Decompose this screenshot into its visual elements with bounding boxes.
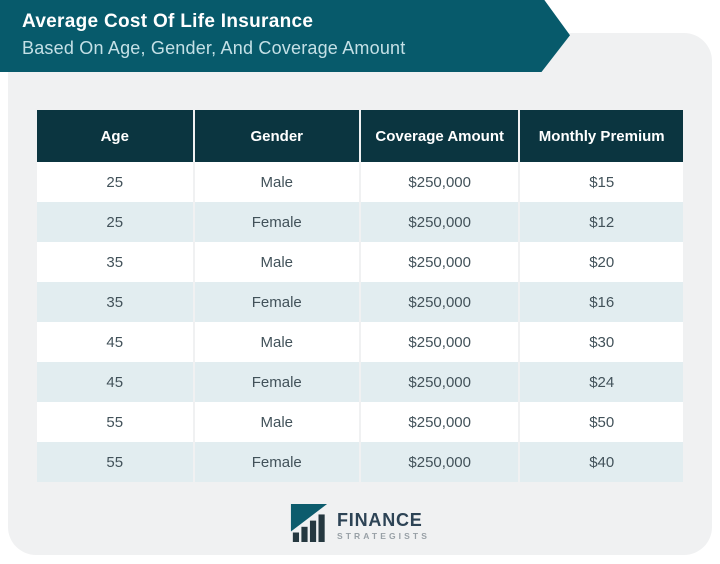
header-banner: Average Cost Of Life Insurance Based On …: [0, 0, 570, 72]
bar-chart-logo-icon: [290, 504, 328, 547]
table-cell: Female: [194, 362, 359, 402]
table-cell: 35: [37, 242, 193, 282]
table-cell: Female: [194, 442, 359, 482]
table-row: 35 Female $250,000 $16: [37, 282, 683, 322]
table-cell: $250,000: [360, 282, 519, 322]
table-cell: $250,000: [360, 402, 519, 442]
table-cell: $250,000: [360, 162, 519, 202]
column-header-age: Age: [37, 110, 193, 162]
table-cell: $250,000: [360, 202, 519, 242]
page-title: Average Cost Of Life Insurance: [22, 11, 314, 32]
table-row: 55 Female $250,000 $40: [37, 442, 683, 482]
table-row: 45 Female $250,000 $24: [37, 362, 683, 402]
table-cell: Male: [194, 162, 359, 202]
table-row: 55 Male $250,000 $50: [37, 402, 683, 442]
table-cell: 45: [37, 322, 193, 362]
insurance-premium-table: Age Gender Coverage Amount Monthly Premi…: [35, 110, 685, 482]
table-cell: Male: [194, 322, 359, 362]
table-cell: $250,000: [360, 242, 519, 282]
table-cell: 55: [37, 442, 193, 482]
table-cell: $250,000: [360, 362, 519, 402]
logo-wordmark: FINANCE STRATEGISTS: [337, 511, 430, 541]
table-header-row: Age Gender Coverage Amount Monthly Premi…: [37, 110, 683, 162]
table-cell: $20: [520, 242, 683, 282]
table-cell: $12: [520, 202, 683, 242]
table-cell: $15: [520, 162, 683, 202]
table-row: 25 Female $250,000 $12: [37, 202, 683, 242]
column-header-coverage-amount: Coverage Amount: [360, 110, 519, 162]
table-cell: $250,000: [360, 322, 519, 362]
table-cell: 55: [37, 402, 193, 442]
column-header-monthly-premium: Monthly Premium: [520, 110, 683, 162]
table-cell: Female: [194, 202, 359, 242]
logo-name: FINANCE: [337, 509, 423, 530]
table-row: 45 Male $250,000 $30: [37, 322, 683, 362]
page-subtitle: Based On Age, Gender, And Coverage Amoun…: [22, 38, 406, 58]
table-cell: 45: [37, 362, 193, 402]
table-cell: 25: [37, 202, 193, 242]
table-cell: Male: [194, 402, 359, 442]
table-cell: $16: [520, 282, 683, 322]
table-row: 35 Male $250,000 $20: [37, 242, 683, 282]
table-cell: Male: [194, 242, 359, 282]
column-header-gender: Gender: [194, 110, 359, 162]
table-cell: Female: [194, 282, 359, 322]
footer-logo: FINANCE STRATEGISTS: [8, 504, 712, 547]
table-cell: 25: [37, 162, 193, 202]
table-cell: $40: [520, 442, 683, 482]
table-cell: 35: [37, 282, 193, 322]
table-cell: $250,000: [360, 442, 519, 482]
table-cell: $24: [520, 362, 683, 402]
table-cell: $30: [520, 322, 683, 362]
logo-tagline: STRATEGISTS: [337, 530, 430, 541]
table-row: 25 Male $250,000 $15: [37, 162, 683, 202]
table-cell: $50: [520, 402, 683, 442]
